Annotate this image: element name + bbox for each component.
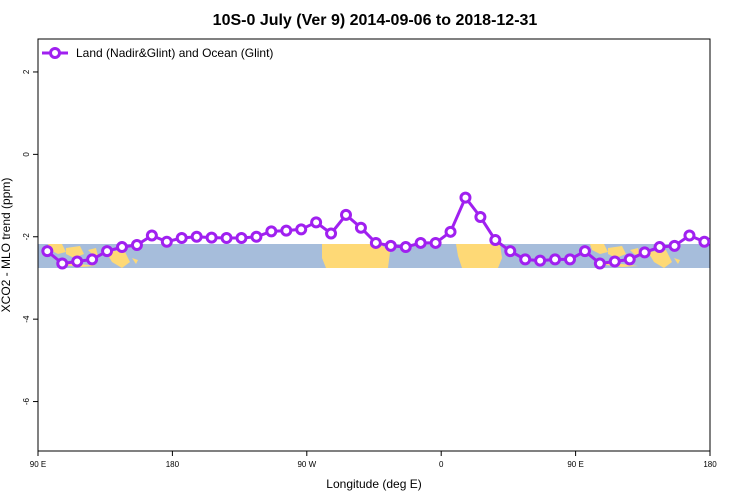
data-point-43 xyxy=(683,229,696,242)
y-tick-label-0: 2 xyxy=(22,69,31,74)
data-point-28 xyxy=(459,191,472,204)
land-sulawesi xyxy=(88,248,98,256)
data-point-40 xyxy=(638,246,651,259)
y-axis-label: XCO2 - MLO trend (ppm) xyxy=(0,178,13,313)
data-point-22 xyxy=(369,236,382,249)
data-point-6 xyxy=(130,239,143,251)
plot-frame xyxy=(37,38,711,452)
land-south-america xyxy=(322,244,390,268)
data-point-31 xyxy=(504,245,517,258)
land-sumatra-2 xyxy=(590,244,608,254)
x-tick-label-1: 180 xyxy=(166,460,180,469)
data-point-35 xyxy=(564,253,576,266)
data-point-18 xyxy=(310,216,323,229)
data-point-15 xyxy=(265,225,278,238)
x-tick-label-2: 90 W xyxy=(297,460,316,469)
data-point-44 xyxy=(698,235,710,248)
data-point-42 xyxy=(668,239,681,252)
x-tick-label-0: 90 E xyxy=(30,460,46,469)
legend: Land (Nadir&Glint) and Ocean (Glint) xyxy=(42,46,273,60)
data-point-4 xyxy=(101,245,114,258)
y-tick-label-2: -2 xyxy=(22,233,31,241)
data-point-38 xyxy=(608,255,621,268)
data-point-20 xyxy=(340,208,352,221)
legend-marker xyxy=(49,47,61,59)
data-point-11 xyxy=(205,231,218,244)
chart-title: 10S-0 July (Ver 9) 2014-09-06 to 2018-12… xyxy=(213,12,538,29)
data-point-24 xyxy=(399,241,412,254)
data-point-17 xyxy=(295,223,308,236)
x-axis-label: Longitude (deg E) xyxy=(326,477,421,491)
data-point-34 xyxy=(549,253,562,266)
y-tick-label-3: -4 xyxy=(22,315,31,323)
data-point-39 xyxy=(623,253,636,266)
data-point-26 xyxy=(429,236,442,249)
data-point-10 xyxy=(190,230,203,243)
data-point-0 xyxy=(41,245,54,258)
y-tick-label-4: -6 xyxy=(22,397,31,405)
data-point-21 xyxy=(354,221,367,234)
data-point-37 xyxy=(593,257,606,270)
y-tick-label-1: 0 xyxy=(22,152,31,157)
x-tick-label-5: 180 xyxy=(703,460,717,469)
data-point-29 xyxy=(474,210,487,223)
data-point-32 xyxy=(519,253,532,266)
land-new-guinea-2 xyxy=(648,250,672,268)
data-point-8 xyxy=(160,235,173,248)
land-islands-2 xyxy=(674,258,680,264)
data-point-36 xyxy=(578,245,591,258)
data-point-33 xyxy=(534,254,547,267)
y-axis: 2 0 -2 -4 -6 xyxy=(22,69,38,405)
data-point-7 xyxy=(145,229,158,242)
series-layer xyxy=(41,191,710,270)
data-point-30 xyxy=(489,234,502,247)
data-point-27 xyxy=(444,225,457,238)
data-point-3 xyxy=(86,253,99,266)
x-tick-label-3: 0 xyxy=(439,460,444,469)
data-point-5 xyxy=(116,241,128,254)
data-point-1 xyxy=(56,257,69,270)
data-point-13 xyxy=(235,231,248,244)
legend-entry-label: Land (Nadir&Glint) and Ocean (Glint) xyxy=(76,46,273,60)
data-point-23 xyxy=(384,239,397,252)
data-point-14 xyxy=(250,230,263,243)
x-axis: 90 E 180 90 W 0 90 E 180 xyxy=(30,451,717,469)
land-islands-1 xyxy=(132,258,138,264)
land-borneo xyxy=(66,246,84,258)
x-tick-label-4: 90 E xyxy=(567,460,583,469)
data-point-25 xyxy=(414,236,427,249)
data-point-9 xyxy=(175,231,188,244)
data-point-19 xyxy=(325,227,338,240)
land-africa xyxy=(456,244,502,268)
data-point-16 xyxy=(280,224,293,237)
data-point-12 xyxy=(220,231,233,244)
land-borneo-2 xyxy=(608,246,626,258)
data-point-2 xyxy=(71,255,84,268)
land-sumatra xyxy=(48,244,66,254)
land-sulawesi-2 xyxy=(630,248,640,256)
data-point-41 xyxy=(653,241,666,254)
